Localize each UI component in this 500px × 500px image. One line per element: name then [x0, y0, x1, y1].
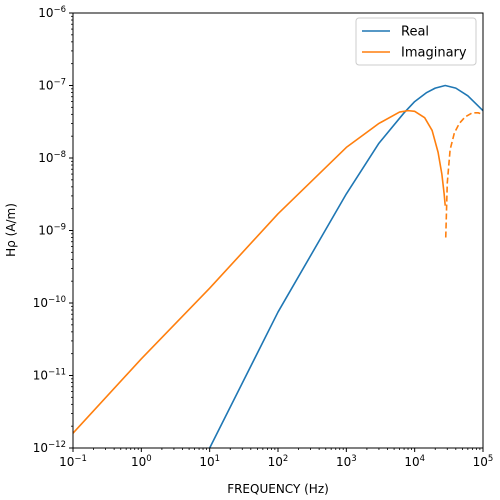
- y-axis: 10−12 10−11 10−10 10−9 10−8 10−7 10−6: [33, 5, 73, 455]
- legend-label-imaginary: Imaginary: [401, 46, 467, 61]
- y-tick-label: 10−10: [33, 295, 66, 310]
- legend: Real Imaginary: [355, 17, 477, 66]
- legend-label-real: Real: [401, 25, 429, 40]
- legend-box: [355, 17, 477, 66]
- x-axis-label: FREQUENCY (Hz): [227, 482, 329, 496]
- x-axis: 10−1 100 101 102 103 104 105: [59, 448, 493, 469]
- y-tick-label: 10−6: [38, 5, 66, 20]
- x-tick-label: 104: [404, 454, 425, 469]
- series-line-0: [208, 84, 484, 449]
- plot-frame: [72, 12, 484, 449]
- y-tick-label: 10−11: [33, 368, 66, 383]
- series-line-1: [72, 109, 447, 434]
- x-tick-label: 100: [131, 454, 152, 469]
- y-tick-label: 10−9: [38, 223, 66, 238]
- y-tick-label: 10−8: [38, 150, 66, 165]
- x-tick-label: 102: [268, 454, 289, 469]
- x-tick-label: 10−1: [59, 454, 87, 469]
- x-tick-label: 103: [336, 454, 357, 469]
- x-tick-label: 105: [473, 454, 494, 469]
- x-tick-label: 101: [199, 454, 220, 469]
- y-tick-label: 10−7: [38, 78, 66, 93]
- plot-content: [72, 84, 484, 449]
- y-axis-label: Hρ (A/m): [4, 203, 18, 257]
- y-tick-label: 10−12: [33, 440, 66, 455]
- series-line-2: [444, 112, 484, 238]
